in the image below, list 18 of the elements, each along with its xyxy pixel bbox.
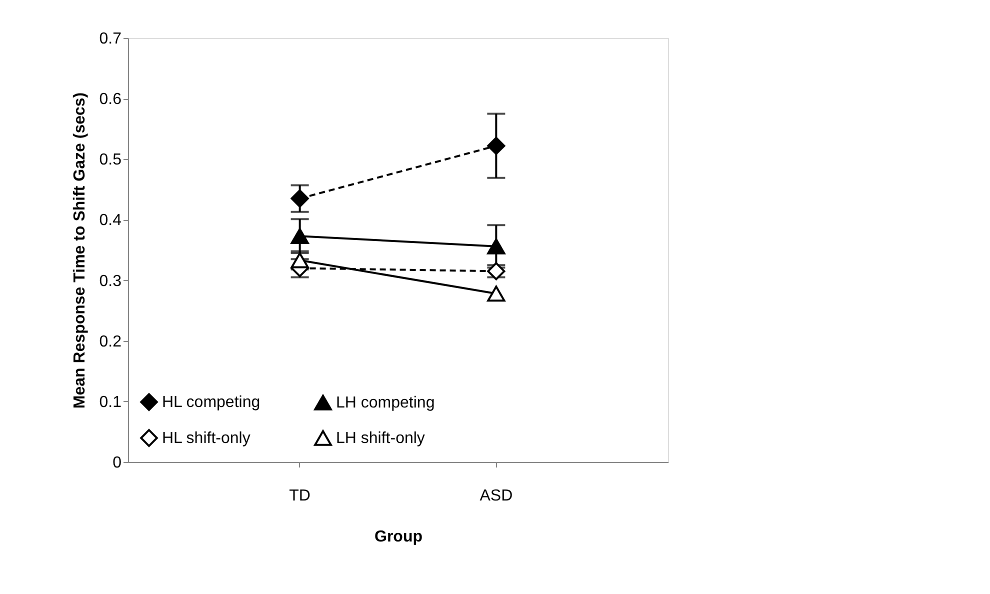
legend-label: LH shift-only	[336, 430, 425, 447]
y-tick-label: 0.4	[99, 212, 122, 230]
y-tick-label: 0.7	[99, 30, 122, 48]
y-tick-label: 0.2	[99, 333, 122, 350]
y-tick-label: 0.6	[99, 91, 122, 108]
x-tick-label: TD	[289, 488, 310, 504]
x-tick-label: ASD	[480, 488, 513, 504]
y-axis-title: Mean Response Time to Shift Gaze (secs)	[71, 92, 88, 409]
y-tick-label: 0.1	[99, 394, 122, 411]
point	[487, 136, 506, 155]
legend-label: HL shift-only	[162, 430, 250, 447]
x-axis-title: Group	[374, 528, 423, 546]
legend-label: LH competing	[336, 394, 435, 412]
y-tick-label: 0.3	[99, 272, 122, 290]
legend-label: HL competing	[162, 394, 260, 412]
y-tick-label: 0.5	[99, 152, 122, 169]
y-tick-label: 0	[112, 454, 122, 472]
point	[290, 189, 309, 208]
